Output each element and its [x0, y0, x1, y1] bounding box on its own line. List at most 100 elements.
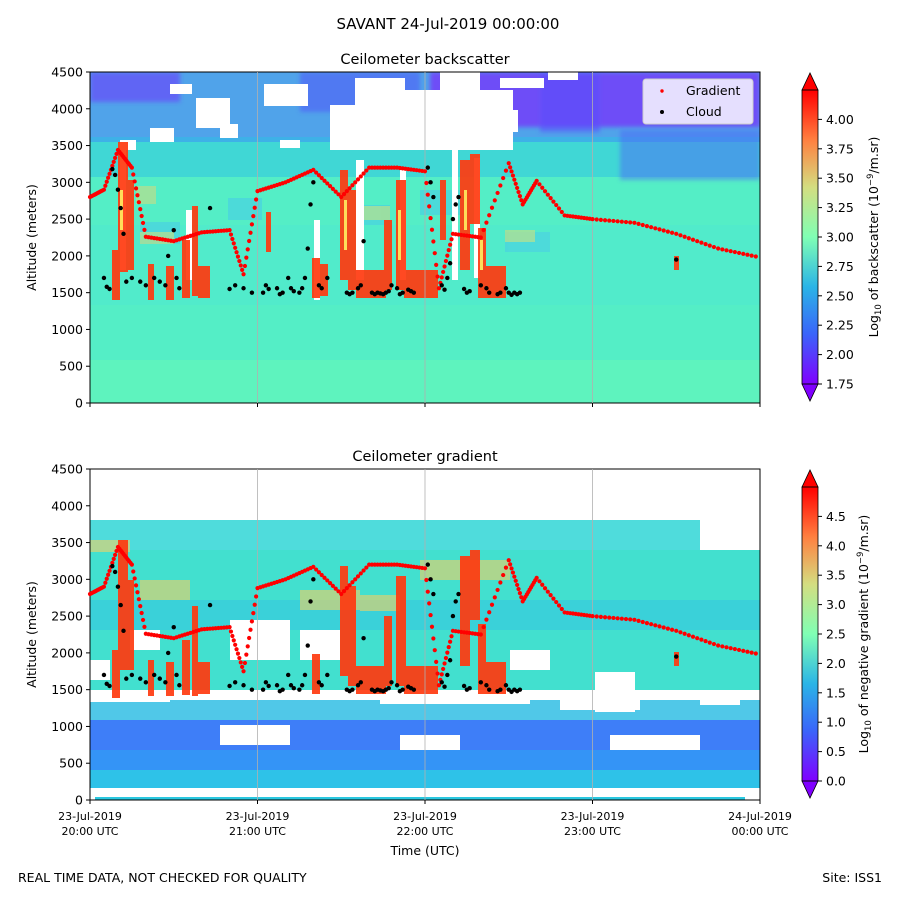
gradient-point: [607, 218, 612, 223]
cloud-point: [291, 288, 296, 294]
gradient-point: [319, 572, 324, 578]
gradient-point: [534, 178, 539, 183]
gradient-point: [492, 595, 497, 600]
gradient-point: [703, 639, 708, 644]
gradient-point: [233, 245, 238, 250]
cloud-point: [305, 643, 310, 648]
gradient-point: [445, 253, 450, 258]
cloud-point: [389, 680, 394, 685]
gradient-point: [443, 258, 449, 264]
gradient-point: [741, 648, 746, 653]
gradient-point: [347, 186, 352, 191]
cloud-point: [249, 687, 255, 692]
cloud-point: [445, 275, 450, 281]
gradient-point: [355, 574, 361, 579]
gradient-point: [644, 620, 650, 626]
gradient-point: [487, 213, 492, 218]
gradient-point: [434, 262, 439, 267]
gradient-point: [728, 646, 733, 651]
cloud-point: [355, 286, 361, 291]
gradient-point: [251, 610, 256, 616]
colorbar-tick-label: 3.75: [826, 141, 854, 156]
gradient-point: [509, 169, 514, 174]
cloud-point: [299, 683, 305, 688]
gradient-point: [503, 168, 509, 173]
gradient-point: [711, 244, 717, 250]
gradient-point: [443, 655, 449, 661]
backscatter-colorbar: 1.75 2.00 2.25 2.50 2.75 3.00 3.25 3.50 3.75 4.00…: [801, 72, 884, 402]
cloud-point: [316, 680, 322, 685]
gradient-point: [678, 630, 683, 635]
gradient-point: [607, 615, 612, 620]
cloud-point: [121, 231, 126, 237]
y-tick-label: 4500: [51, 462, 83, 477]
cloud-point: [165, 253, 171, 259]
gradient-point: [682, 234, 687, 239]
gradient-point: [244, 652, 249, 657]
gradient-point: [669, 627, 675, 632]
gradient-point: [227, 228, 232, 233]
gradient-point: [487, 610, 492, 615]
colorbar-tick-label: 1.75: [826, 377, 854, 392]
gradient-point: [111, 556, 116, 561]
cloud-point: [280, 290, 285, 295]
cloud-point: [115, 187, 121, 192]
gradient-point: [506, 558, 511, 563]
x-tick-label-date: 23-Jul-2019: [561, 810, 625, 823]
gradient-point: [422, 169, 428, 174]
gradient-point: [435, 671, 440, 676]
gradient-point: [350, 580, 355, 585]
gradient-point: [330, 186, 335, 191]
x-tick-label-time: 22:00 UTC: [396, 825, 453, 838]
gradient-point: [699, 240, 704, 245]
colorbar-tick-label: 2.00: [826, 347, 854, 362]
gradient-point: [361, 171, 366, 176]
gradient-cloud-points: [101, 562, 679, 695]
backscatter-xaxis: [89, 403, 761, 407]
cloud-point: [461, 286, 467, 292]
gradient-point: [551, 199, 556, 204]
x-tick-label-date: 24-Jul-2019: [728, 810, 792, 823]
gradient-point: [732, 249, 737, 255]
gradient-point: [314, 567, 319, 572]
gradient-point: [113, 552, 118, 558]
gradient-point: [644, 223, 650, 229]
gradient-point: [517, 194, 523, 199]
backscatter-colorbar-label: Log10 of backscatter (10−9/m.sr): [866, 137, 884, 338]
gradient-point: [138, 207, 143, 212]
gradient-point: [248, 230, 253, 235]
gradient-point: [716, 246, 721, 251]
gradient-point: [429, 227, 435, 232]
gradient-point: [745, 649, 750, 654]
gradient-point: [254, 197, 259, 202]
gradient-point: [513, 578, 518, 583]
gradient-point: [241, 272, 246, 277]
cloud-point: [115, 584, 121, 589]
gradient-point: [251, 213, 256, 219]
cloud-point: [447, 261, 453, 266]
gradient-point: [247, 238, 252, 244]
backscatter-ylabel: Altitude (meters): [24, 184, 39, 291]
cloud-point: [143, 283, 149, 288]
gradient-point: [653, 623, 658, 628]
y-tick-label: 2000: [51, 645, 83, 660]
gradient-point: [432, 648, 437, 653]
x-tick-label-time: 21:00 UTC: [229, 825, 286, 838]
gradient-point: [111, 159, 116, 164]
gradient-point: [358, 571, 363, 576]
gradient-point: [131, 172, 136, 177]
quality-disclaimer: REAL TIME DATA, NOT CHECKED FOR QUALITY: [18, 870, 307, 885]
cloud-point: [517, 290, 523, 295]
gradient-point: [247, 635, 252, 641]
gradient-point: [142, 227, 147, 232]
gradient-point: [138, 604, 143, 609]
y-tick-label: 500: [59, 359, 83, 374]
gradient-point: [682, 631, 687, 636]
cloud-point: [263, 283, 269, 288]
gradient-point: [339, 194, 344, 200]
gradient-point: [517, 591, 523, 596]
gradient-point: [478, 235, 483, 240]
gradient-point: [107, 568, 112, 573]
gradient-point: [542, 586, 548, 591]
